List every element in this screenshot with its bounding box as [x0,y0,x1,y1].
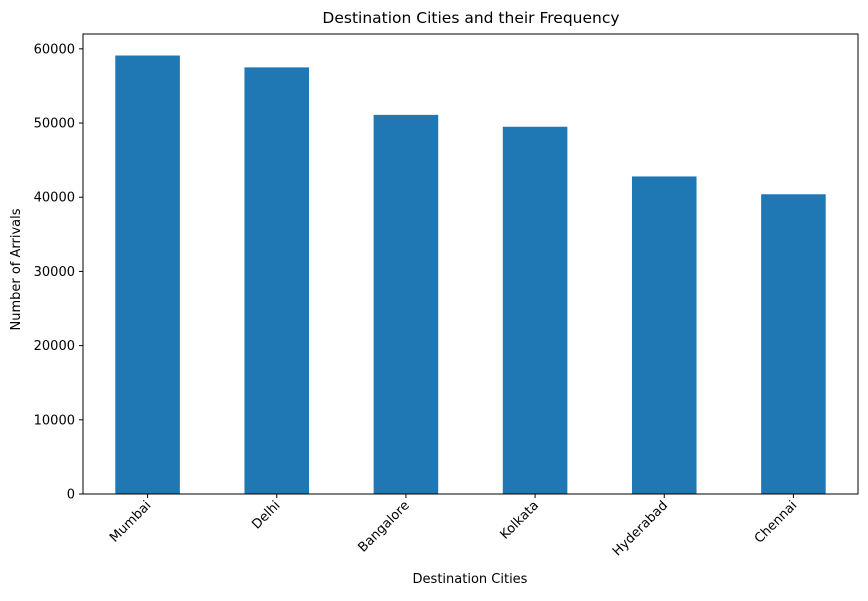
x-axis-ticks: Mumbai Delhi Bangalore Kolkata Hyderabad Chen… [107,494,800,559]
bar-mumbai [115,55,180,495]
y-axis-ticks: 0 10000 20000 30000 40000 50000 60000 [34,42,83,503]
y-tick-label: 20000 [34,339,75,354]
y-axis-title: Number of Arrivals [9,208,24,330]
x-tick-label: Kolkata [498,498,542,542]
x-tick-label: Mumbai [107,498,154,545]
x-tick-label: Chennai [752,498,800,546]
y-tick-label: 10000 [34,413,75,428]
plot-frame [82,33,859,495]
y-tick-label: 30000 [34,265,75,280]
bar-bangalore [373,114,439,494]
chart-title: Destination Cities and their Frequency [322,9,619,27]
x-tick-label: Hyderabad [610,498,671,559]
x-tick-label: Delhi [249,498,283,532]
bar-chennai [761,194,826,495]
x-axis-title: Destination Cities [413,572,528,587]
x-tick-label: Bangalore [355,498,412,555]
bars-layer [115,55,826,495]
bar-kolkata [502,126,568,494]
y-tick-label: 60000 [34,42,75,57]
bar-hyderabad [631,176,697,495]
y-tick-label: 50000 [34,117,75,132]
y-tick-label: 0 [67,488,75,503]
bar-delhi [244,67,310,495]
y-tick-label: 40000 [34,191,75,206]
